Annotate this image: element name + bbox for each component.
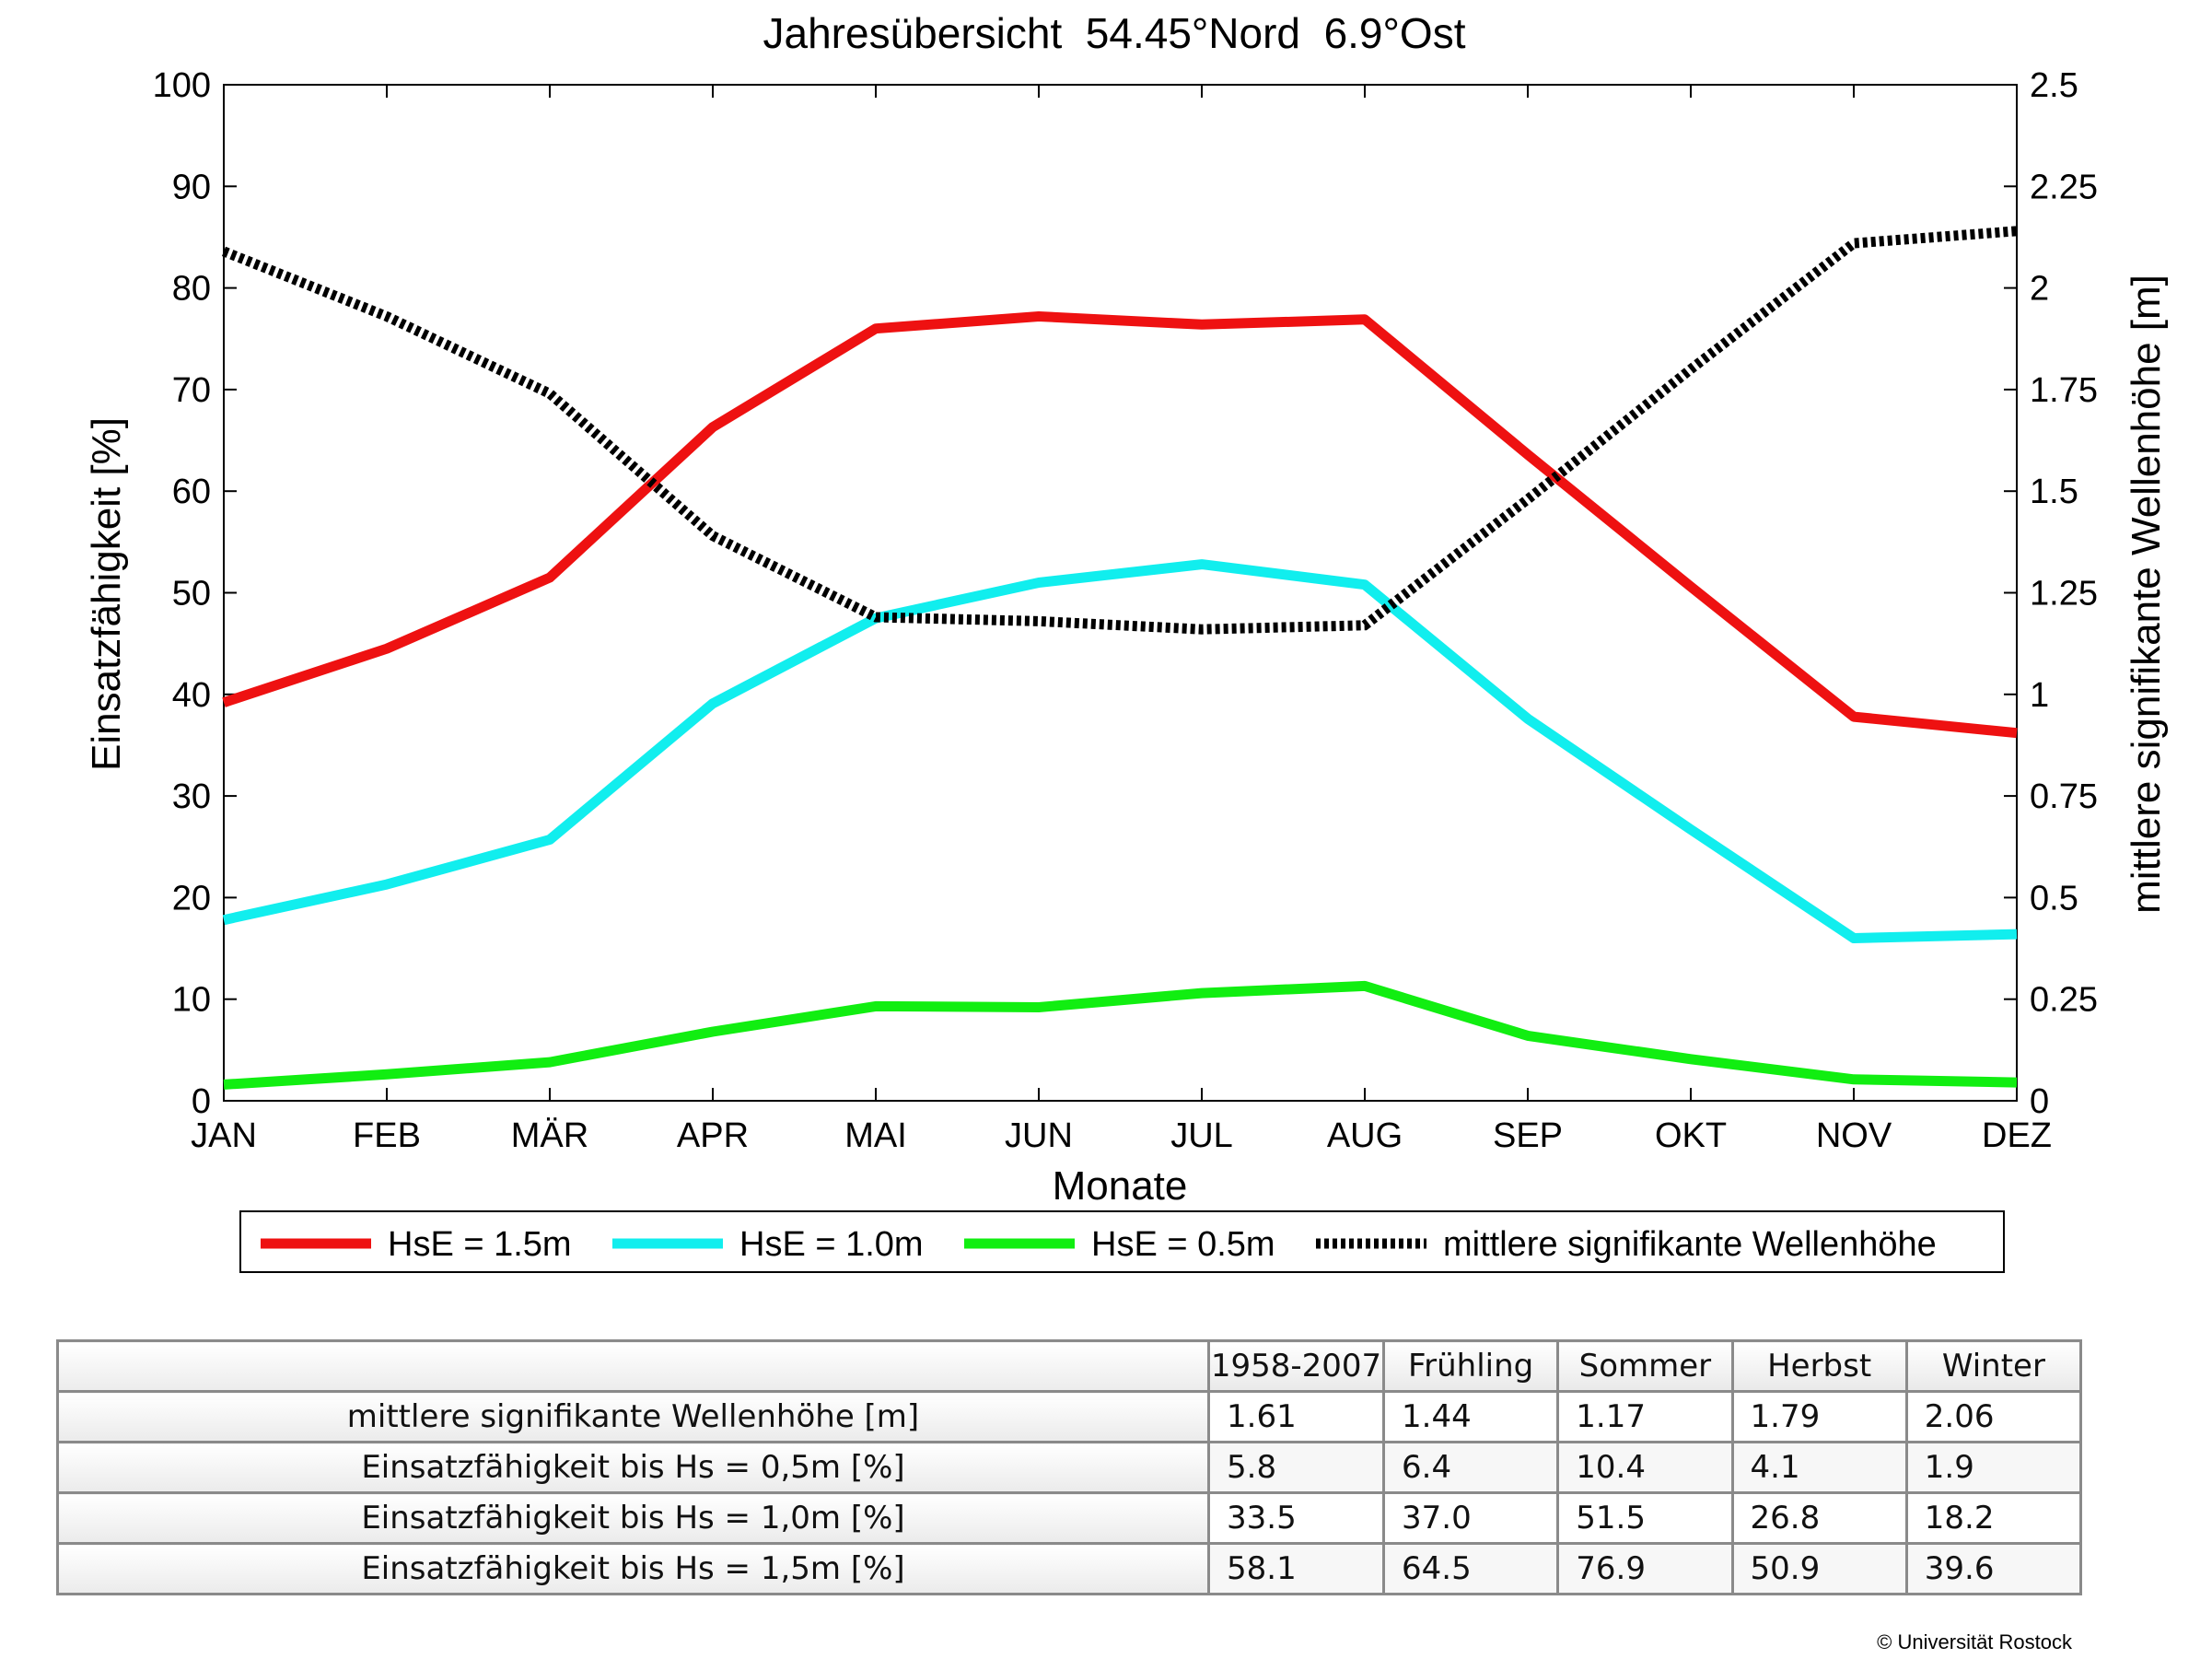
table-cell: 64.5 <box>1381 1542 1560 1595</box>
table-cell: 4.1 <box>1730 1441 1908 1494</box>
y-tick-label-right: 1.75 <box>2030 371 2098 410</box>
x-tick-label: NOV <box>1816 1116 1892 1155</box>
table-cell: 58.1 <box>1207 1542 1385 1595</box>
table-cell: 1.44 <box>1381 1390 1560 1443</box>
table-cell: 1.61 <box>1207 1390 1385 1443</box>
table-cell: 5.8 <box>1207 1441 1385 1494</box>
series-line-0 <box>222 311 2018 739</box>
legend-label: HsE = 1.5m <box>388 1225 572 1264</box>
y-axis-label-left: Einsatzfähigkeit [%] <box>84 417 129 771</box>
table-cell: 10.4 <box>1556 1441 1734 1494</box>
series-lines <box>221 226 2018 1090</box>
x-tick-label: DEZ <box>1982 1116 2052 1155</box>
y-tick-label-right: 2.25 <box>2030 168 2098 206</box>
table-row: Einsatzfähigkeit bis Hs = 1,5m [%] 58.1 … <box>56 1542 2083 1595</box>
y-tick-label-left: 70 <box>172 371 211 410</box>
y-tick-label-right: 2.5 <box>2030 66 2078 105</box>
table-header[interactable]: Winter <box>1904 1339 2083 1393</box>
table-cell: 26.8 <box>1730 1491 1908 1545</box>
table-header[interactable]: Herbst <box>1730 1339 1908 1393</box>
legend-label: HsE = 1.0m <box>739 1225 924 1264</box>
y-tick-label-left: 10 <box>172 981 211 1020</box>
annual-overview-chart: Jahresübersicht 54.45°Nord 6.9°Ost JAN FE… <box>84 9 2169 1273</box>
legend-label: HsE = 0.5m <box>1091 1225 1275 1264</box>
y-tick-label-left: 30 <box>172 777 211 816</box>
table-cell: 76.9 <box>1556 1542 1734 1595</box>
series-line-3 <box>221 226 2018 635</box>
table-header[interactable]: Frühling <box>1381 1339 1560 1393</box>
x-tick-label: OKT <box>1655 1116 1727 1155</box>
y-tick-label-left: 0 <box>192 1082 211 1121</box>
y-tick-label-right: 0.75 <box>2030 777 2098 816</box>
table-header-row: 1958-2007 Frühling Sommer Herbst Winter <box>56 1339 2083 1393</box>
row-label: mittlere signifikante Wellenhöhe [m] <box>56 1390 1210 1443</box>
y-tick-label-left: 20 <box>172 879 211 917</box>
x-tick-label: AUG <box>1327 1116 1403 1155</box>
chart-title: Jahresübersicht 54.45°Nord 6.9°Ost <box>763 9 1466 57</box>
y-tick-label-right: 1 <box>2030 676 2049 715</box>
table-cell: 1.9 <box>1904 1441 2083 1494</box>
table-cell: 50.9 <box>1730 1542 1908 1595</box>
seasonal-stats-table: 1958-2007 Frühling Sommer Herbst Winter … <box>56 1339 2083 1595</box>
table-cell: 18.2 <box>1904 1491 2083 1545</box>
x-tick-label: JUN <box>1005 1116 1073 1155</box>
series-line-1 <box>222 559 2018 943</box>
y-tick-label-left: 100 <box>153 66 211 105</box>
x-tick-label: MÄR <box>511 1116 588 1155</box>
legend-label: mittlere signifikante Wellenhöhe <box>1443 1225 1937 1264</box>
x-tick-label: SEP <box>1493 1116 1563 1155</box>
y-tick-label-right: 2 <box>2030 270 2049 309</box>
y-tick-label-right: 0.25 <box>2030 981 2098 1020</box>
table-row: Einsatzfähigkeit bis Hs = 1,0m [%] 33.5 … <box>56 1491 2083 1545</box>
series-line-2 <box>223 980 2018 1090</box>
table-cell: 51.5 <box>1556 1491 1734 1545</box>
table-cell: 1.17 <box>1556 1390 1734 1443</box>
table-row: mittlere signifikante Wellenhöhe [m] 1.6… <box>56 1390 2083 1443</box>
plot-area <box>223 84 2018 1102</box>
row-label: Einsatzfähigkeit bis Hs = 1,5m [%] <box>56 1542 1210 1595</box>
legend-box <box>239 1210 2005 1273</box>
table-cell: 2.06 <box>1904 1390 2083 1443</box>
table-header[interactable]: Sommer <box>1556 1339 1734 1393</box>
table-corner-cell <box>56 1339 1210 1393</box>
x-tick-label: JAN <box>191 1116 257 1155</box>
table-cell: 37.0 <box>1381 1491 1560 1545</box>
y-tick-label-left: 90 <box>172 168 211 206</box>
x-tick-label: FEB <box>353 1116 421 1155</box>
axes: JAN FEB MÄR APR MAI JUN JUL AUG SEP OKT NOV DEZ0102… <box>153 66 2098 1155</box>
x-axis-label: Monate <box>1053 1163 1188 1209</box>
x-tick-label: MAI <box>844 1116 907 1155</box>
y-tick-label-right: 0 <box>2030 1082 2049 1121</box>
row-label: Einsatzfähigkeit bis Hs = 0,5m [%] <box>56 1441 1210 1494</box>
row-label: Einsatzfähigkeit bis Hs = 1,0m [%] <box>56 1491 1210 1545</box>
y-axis-label-right: mittlere signifikante Wellenhöhe [m] <box>2124 275 2169 914</box>
x-tick-label: JUL <box>1170 1116 1233 1155</box>
table-header[interactable]: 1958-2007 <box>1207 1339 1385 1393</box>
y-tick-label-left: 80 <box>172 270 211 309</box>
y-tick-label-right: 1.5 <box>2030 473 2078 511</box>
y-tick-label-left: 50 <box>172 575 211 613</box>
table-row: Einsatzfähigkeit bis Hs = 0,5m [%] 5.8 6… <box>56 1441 2083 1494</box>
table-cell: 6.4 <box>1381 1441 1560 1494</box>
legend: HsE = 1.5m HsE = 1.0m HsE = 0.5m mittlere s… <box>261 1225 1937 1264</box>
copyright-notice: © Universität Rostock <box>1877 1630 2072 1653</box>
y-tick-label-right: 0.5 <box>2030 879 2078 917</box>
y-tick-label-left: 60 <box>172 473 211 511</box>
table-cell: 33.5 <box>1207 1491 1385 1545</box>
y-tick-label-left: 40 <box>172 676 211 715</box>
y-tick-label-right: 1.25 <box>2030 575 2098 613</box>
table-cell: 39.6 <box>1904 1542 2083 1595</box>
x-tick-label: APR <box>677 1116 749 1155</box>
table-cell: 1.79 <box>1730 1390 1908 1443</box>
